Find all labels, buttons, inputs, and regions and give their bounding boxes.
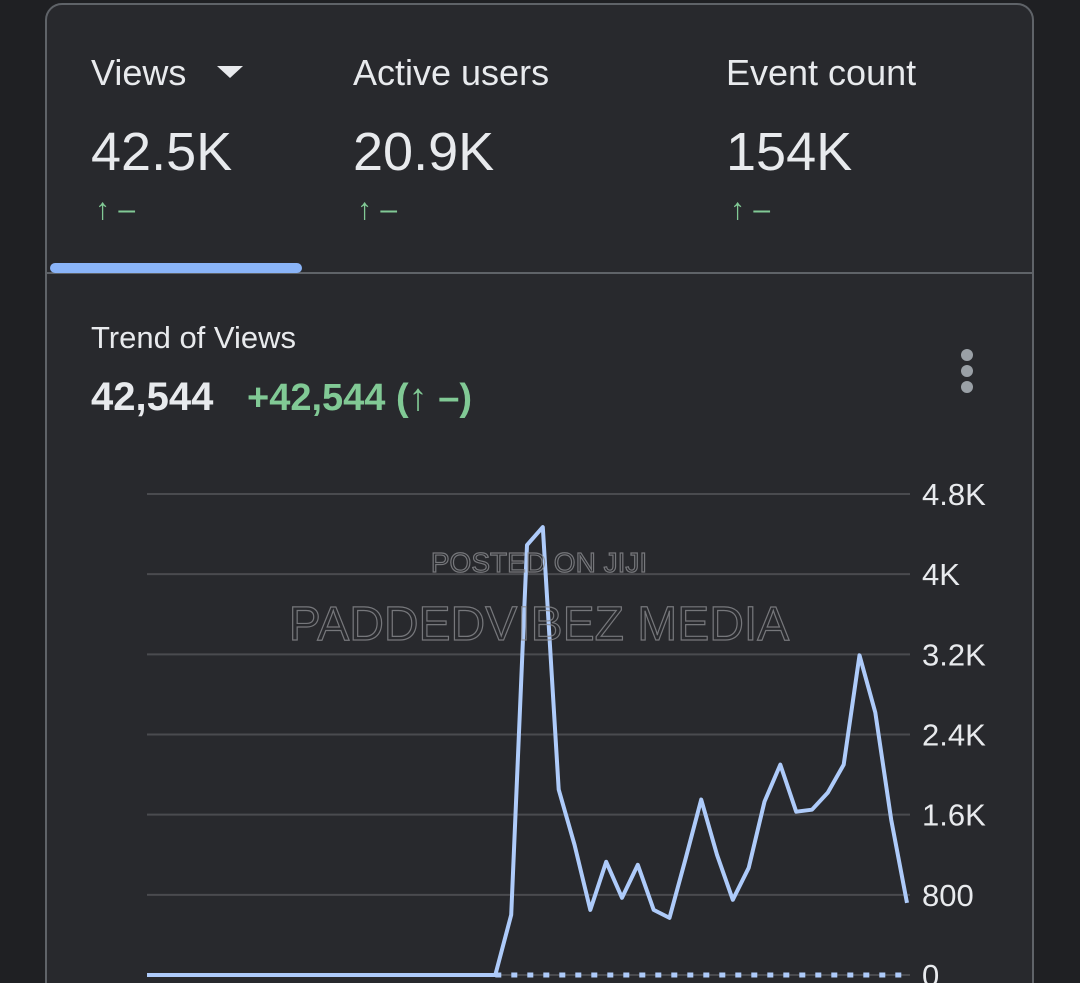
tab-indicator <box>50 263 302 273</box>
watermark: POSTED ON JIJI <box>431 547 647 578</box>
y-tick-label: 4.8K <box>922 477 986 512</box>
y-tick-label: 0 <box>922 958 939 983</box>
menu-dot[interactable] <box>961 365 973 377</box>
watermark: PADDEDVIBEZ MEDIA <box>289 598 790 651</box>
y-tick-label: 4K <box>922 557 960 592</box>
y-tick-label: 2.4K <box>922 718 986 753</box>
metric-value: 154K <box>726 122 852 182</box>
metric-value: 42.5K <box>91 122 232 182</box>
menu-dot[interactable] <box>961 349 973 361</box>
metric-label: Views <box>91 52 186 93</box>
y-tick-label: 3.2K <box>922 637 986 672</box>
total: 42,544 <box>91 375 214 419</box>
metric-change: ↑ – <box>95 193 135 226</box>
plot: 0 800 1.6K 2.4K 3.2K 4K 4.8K <box>147 477 986 983</box>
y-tick-label: 1.6K <box>922 798 986 833</box>
metric-change: ↑ – <box>730 193 770 226</box>
y-tick-label: 800 <box>922 878 974 913</box>
metric-tab[interactable]: Active users 20.9K ↑ – <box>353 52 549 226</box>
metric-value: 20.9K <box>353 122 494 182</box>
metric-label: Event count <box>726 52 916 93</box>
trend-line <box>147 525 909 977</box>
metric-tab[interactable]: Views 42.5K ↑ – <box>91 52 243 226</box>
metric-change: ↑ – <box>357 193 397 226</box>
metric-label: Active users <box>353 52 549 93</box>
menu-dot[interactable] <box>961 381 973 393</box>
dropdown-icon[interactable] <box>217 66 243 78</box>
chart-title: Trend of Views <box>91 320 296 355</box>
more-menu[interactable] <box>961 349 973 393</box>
metric-tab[interactable]: Event count 154K ↑ – <box>726 52 916 226</box>
total-change: +42,544 (↑ –) <box>247 377 472 419</box>
